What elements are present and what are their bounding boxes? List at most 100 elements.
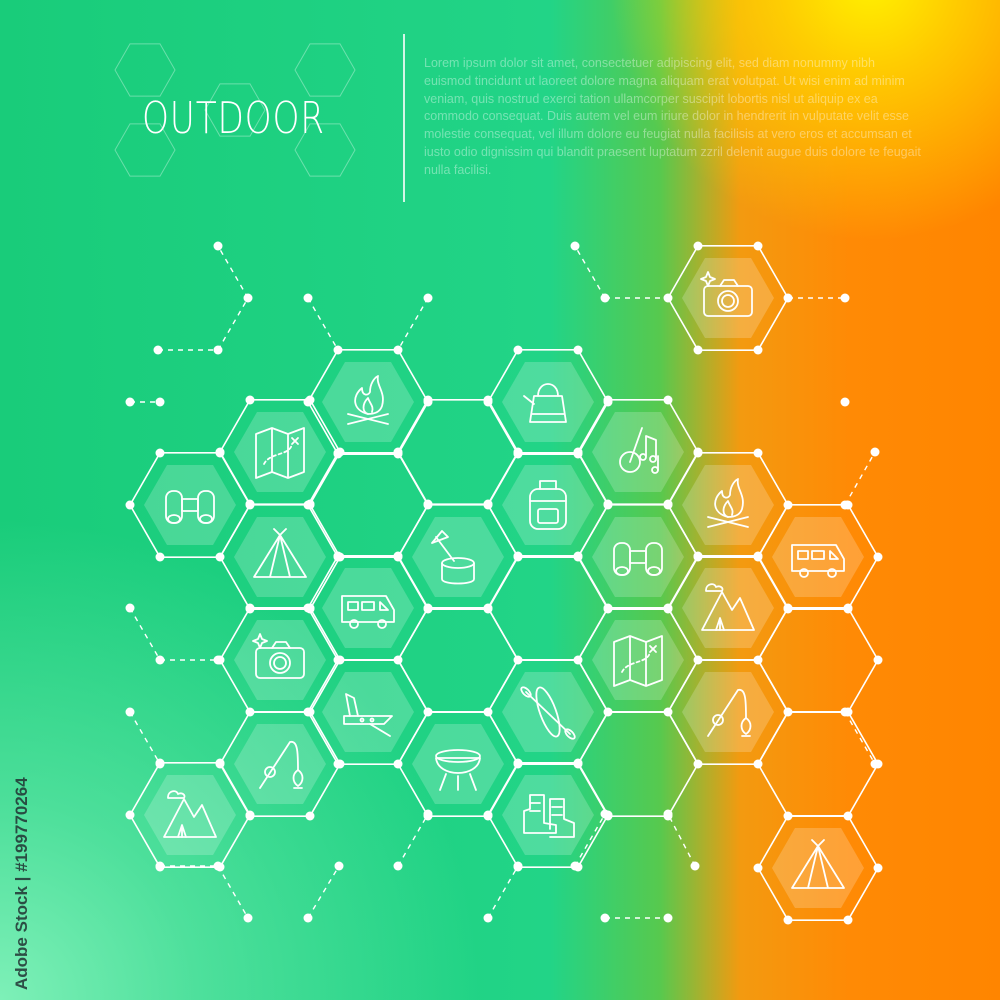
boots-icon [523,794,575,838]
camper-icon [341,595,395,629]
grid-node [125,603,135,613]
grid-node [333,345,343,355]
hex-fill [234,723,326,805]
grid-node [393,551,403,561]
hex-tent [234,516,326,598]
grid-node [690,861,700,871]
grid-node [513,448,523,458]
dashed-connectors [129,245,876,919]
camper-icon [791,544,845,578]
map-icon [613,635,663,687]
hex-camera [682,257,774,339]
grid-node [663,913,673,923]
grid-node [153,345,163,355]
grid-node [305,603,315,613]
campfire-icon [707,478,749,528]
grid-node [335,759,345,769]
hex-fill [772,516,864,598]
hex-fill [682,567,774,649]
grid-node [513,655,523,665]
grid-node [393,449,403,459]
grid-node [663,500,673,510]
icon-hexagons [144,257,864,909]
grid-node [570,241,580,251]
hex-binoculars [592,516,684,598]
grid-node [663,395,673,405]
grid-node [423,604,433,614]
hex-fill [234,516,326,598]
hex-fill [502,361,594,443]
grid-node [245,395,255,405]
grid-node [663,293,673,303]
grid-node [213,345,223,355]
grid-node [783,707,793,717]
grid-node [693,241,703,251]
grid-node [213,861,223,871]
hex-campfire [322,361,414,443]
grid-node [843,811,853,821]
axe-stump-icon [431,530,475,585]
body-text: Lorem ipsum dolor sit amet, consectetuer… [424,56,921,177]
grid-node [305,811,315,821]
grid-node [753,241,763,251]
hex-fill [502,774,594,856]
hex-tent [772,827,864,909]
grid-node [483,397,493,407]
grid-node [840,707,850,717]
backpack-icon [529,480,567,530]
grid-node [840,293,850,303]
grid-node [245,810,255,820]
grid-node [243,913,253,923]
grid-node [155,759,165,769]
grid-node [753,551,763,561]
grid-node [483,913,493,923]
grid-node [843,915,853,925]
grid-node [423,397,433,407]
grid-node [305,395,315,405]
hex-fill [682,671,774,753]
hex-fill [322,567,414,649]
grid-node [483,810,493,820]
hex-fill [144,774,236,856]
grid-node [603,604,613,614]
campfire-icon [347,375,389,425]
hex-fill [234,619,326,701]
grid-node [573,655,583,665]
title-decor [114,43,356,177]
grid-node [843,604,853,614]
grid-node [840,500,850,510]
grill-icon [435,749,481,791]
hex-kayak [502,671,594,753]
grid-node [873,655,883,665]
hex-fill [144,464,236,546]
grid-node [215,758,225,768]
grid-node [600,809,610,819]
grid-node [155,655,165,665]
grid-node [393,759,403,769]
hex-knife [322,671,414,753]
grid-node [753,863,763,873]
grid-node [603,395,613,405]
binoculars-icon [165,490,215,524]
grid-node [213,241,223,251]
hex-binoculars [144,464,236,546]
grid-node [603,707,613,717]
grid-node [513,758,523,768]
hex-fill [592,619,684,701]
fishing-rod-icon [259,741,304,789]
hex-fill [682,464,774,546]
mountains-icon [163,790,217,838]
grid-node [334,861,344,871]
hex-fill [772,827,864,909]
grid-node [600,913,610,923]
grid-node [753,655,763,665]
grid-node [663,809,673,819]
grid-node [245,707,255,717]
grid-node [215,552,225,562]
hex-boots [502,774,594,856]
grid-node [215,448,225,458]
kayak-icon [520,686,576,740]
grid-node [693,448,703,458]
grid-node [873,863,883,873]
